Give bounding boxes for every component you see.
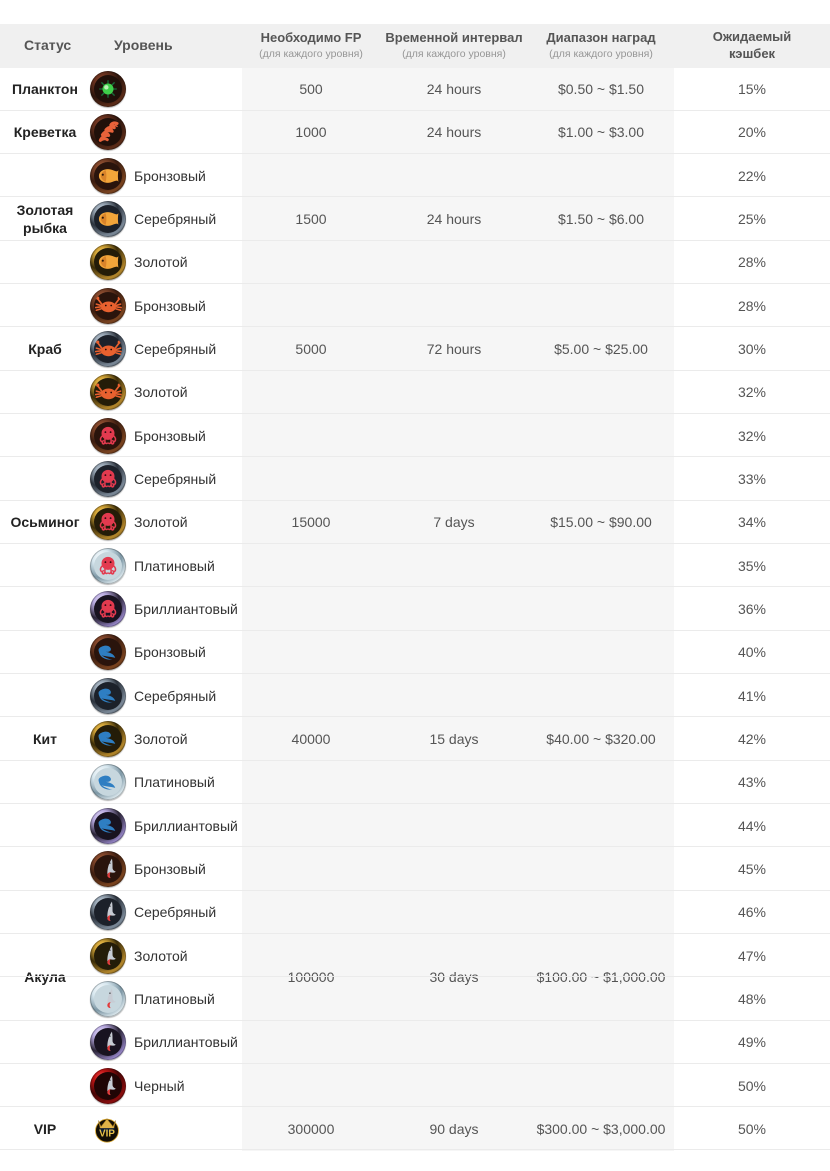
svg-text:VIP: VIP [99, 1128, 115, 1139]
